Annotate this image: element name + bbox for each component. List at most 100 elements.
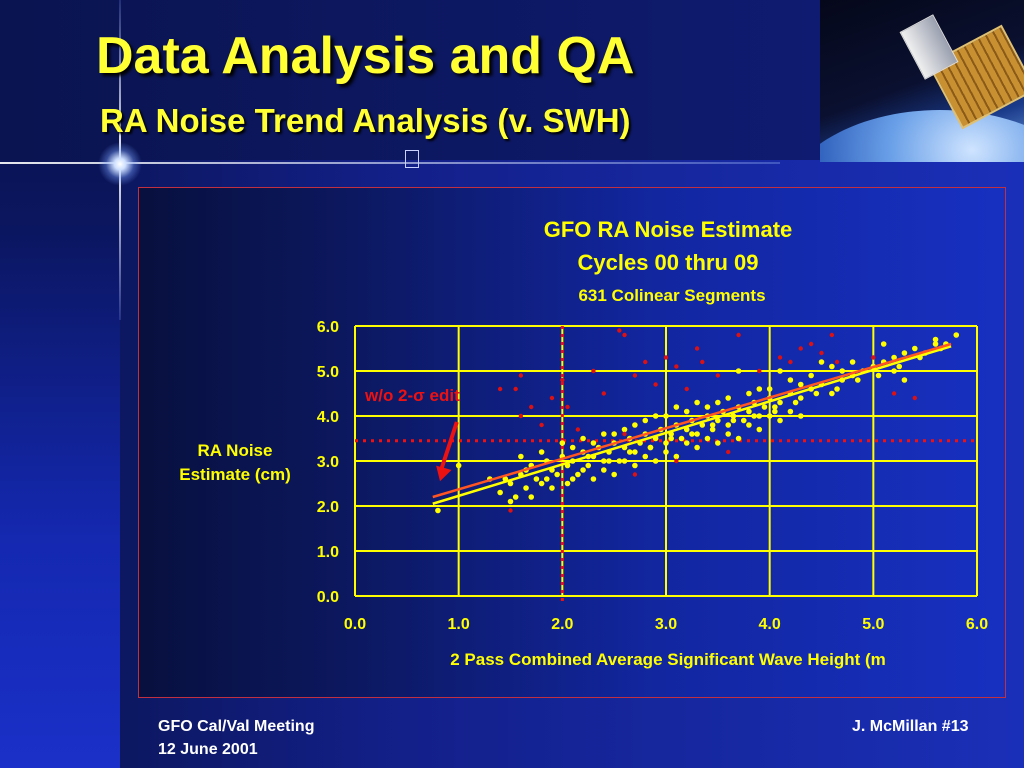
data-point [854,377,861,383]
x-axis-label: 2 Pass Combined Average Significant Wave… [450,650,886,669]
data-point [756,426,763,433]
data-point [543,476,550,482]
data-point [704,435,711,442]
data-point [616,458,623,464]
data-point [740,417,747,424]
data-point [704,404,711,410]
footer-meeting: GFO Cal/Val Meeting [158,718,315,735]
data-point [663,440,669,446]
data-point [652,413,659,419]
edited-data-point [912,395,917,401]
data-point [606,458,612,464]
data-point [694,444,700,451]
data-point [668,435,674,442]
data-point [730,413,737,419]
data-point [756,413,763,419]
plot-area: 0.0 1.0 2.0 3.0 4.0 5.0 6.0 0.0 1.0 2.0 3.0 4.0 5.0 6… [317,319,988,633]
y-tick-label: 6.0 [317,319,339,336]
data-point [766,386,773,392]
data-point [808,372,814,379]
data-point [621,458,628,464]
data-point [813,390,820,397]
x-tick-label: 1.0 [448,616,470,633]
data-point [709,426,716,433]
data-point [632,422,638,428]
data-point [746,390,752,397]
edited-data-point [622,332,627,338]
placeholder-box-icon [405,150,419,168]
data-point [549,485,555,491]
satellite-photo [820,0,1024,162]
edited-data-point [808,341,814,347]
data-point [715,399,721,406]
edited-data-point [663,355,669,360]
data-point [518,453,524,460]
edited-data-point [788,359,793,365]
x-tick-label: 0.0 [344,616,366,633]
x-tick-label: 4.0 [759,616,781,633]
data-point [730,417,737,424]
data-point [891,354,897,361]
data-point [699,422,706,428]
edited-data-point [632,472,638,477]
data-point [683,408,690,415]
x-tick-label: 2.0 [551,616,573,633]
y-axis-label-1: RA Noise [198,441,273,460]
data-point [611,471,617,478]
data-point [932,341,939,347]
data-point [647,444,654,451]
data-point [626,449,633,455]
edited-data-point [529,404,534,410]
unedited-fit-trend-line [432,342,952,499]
data-point [772,404,778,410]
slide-subtitle: RA Noise Trend Analysis (v. SWH) [100,102,631,139]
y-tick-label: 2.0 [317,499,339,516]
footer-author: J. McMillan #13 [852,718,969,735]
data-point [891,368,897,374]
data-point [792,399,799,406]
data-point [694,431,700,437]
data-point [590,476,597,482]
data-point [569,476,576,482]
data-point [839,368,846,374]
data-point [932,336,939,343]
data-point [642,417,649,424]
edited-data-point [736,332,741,338]
y-tick-label: 0.0 [317,589,339,606]
data-point [611,431,617,437]
data-point [559,440,566,446]
data-point [663,413,669,419]
data-point [777,399,783,406]
data-point [569,444,576,451]
data-point [632,449,638,455]
data-point [601,467,607,473]
edited-data-point [549,395,555,401]
y-tick-label: 5.0 [317,364,339,381]
data-point [678,435,685,442]
edited-data-point [591,368,596,374]
data-point [834,386,840,392]
edited-data-point [726,449,731,455]
edited-data-point [601,391,606,396]
data-point [512,494,519,500]
scatter-chart: GFO RA Noise Estimate Cycles 00 thru 09 … [179,217,988,669]
edited-data-point [565,404,570,410]
edited-data-point [497,386,503,392]
data-point [725,395,731,401]
data-point [777,368,783,374]
edited-data-point [757,368,762,374]
data-point [538,480,545,487]
data-point [673,453,680,460]
data-point [953,332,960,338]
edited-data-point [513,386,518,392]
data-point [652,458,659,464]
data-point [694,399,700,406]
data-point [683,440,690,446]
data-point [829,390,835,397]
data-point [875,372,882,379]
edited-data-point [617,328,622,333]
data-point [590,440,597,446]
sparkle-icon [98,142,142,186]
data-point [797,413,804,419]
chart-frame: GFO RA Noise Estimate Cycles 00 thru 09 … [138,187,1006,698]
